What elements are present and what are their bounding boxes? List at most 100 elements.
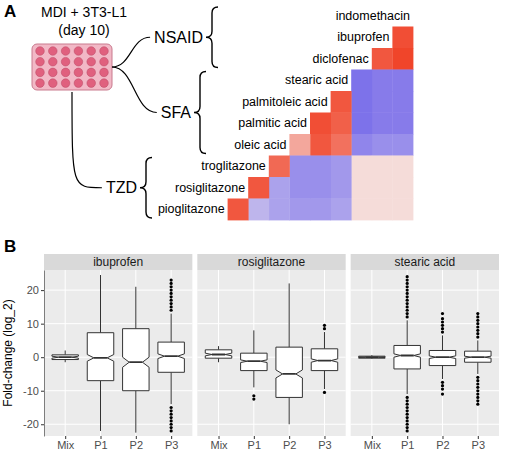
outlier: [170, 299, 173, 302]
heatmap-cell: [351, 199, 372, 221]
heatmap-cell: [331, 113, 352, 135]
heatmap-cell: [310, 113, 331, 135]
outlier: [441, 327, 444, 330]
median: [129, 361, 142, 363]
strip-title: rosiglitazone: [238, 255, 306, 269]
heatmap-cell: [331, 91, 352, 113]
plate-well: [49, 68, 58, 77]
row-label: rosiglitazone: [175, 181, 245, 195]
y-tick-label: 20: [27, 284, 39, 296]
plot-background: [44, 270, 192, 436]
outlier: [476, 315, 479, 318]
row-label: stearic acid: [285, 73, 348, 87]
whisker-high: [442, 335, 443, 350]
y-tick-mark: [41, 424, 44, 425]
boxplot: [429, 312, 455, 396]
outlier: [170, 406, 173, 409]
y-axis-title: Fold-change (log_2): [1, 299, 15, 406]
strip: [197, 254, 345, 270]
outlier: [170, 295, 173, 298]
plate-well: [36, 47, 45, 56]
y-axis-line: [44, 271, 45, 437]
outlier: [170, 282, 173, 285]
plate-label: (day 10): [58, 22, 109, 38]
y-tick: 0: [33, 351, 44, 363]
group-brace: [206, 7, 218, 68]
outlier: [252, 398, 255, 401]
outlier: [406, 315, 409, 318]
x-tick-label: P1: [94, 439, 107, 451]
grid-line-x: [65, 270, 66, 436]
outlier: [170, 409, 173, 412]
panel-label: B: [4, 237, 16, 256]
box: [311, 349, 337, 371]
plate-well: [74, 47, 83, 56]
plate-well: [87, 79, 96, 88]
row-label: diclofenac: [313, 52, 369, 66]
heatmap-cell: [289, 156, 310, 178]
x-tick-label: P1: [401, 439, 414, 451]
heatmap-cell: [372, 70, 393, 92]
median: [318, 360, 331, 362]
outlier: [441, 381, 444, 384]
heatmap-cell: [372, 177, 393, 199]
outlier: [441, 317, 444, 320]
facet: stearic acidMixP1P2P3: [351, 254, 499, 451]
box: [158, 342, 184, 372]
plate-well: [100, 47, 109, 56]
group-label: SFA: [161, 104, 192, 121]
x-tick: P3: [165, 436, 178, 451]
outlier: [406, 299, 409, 302]
median: [247, 360, 260, 362]
boxplot: [52, 350, 78, 362]
row-label: indomethacin: [336, 9, 410, 23]
grid-line-y: [197, 424, 345, 425]
heatmap-cell: [392, 70, 413, 92]
grid-line-y: [44, 323, 192, 324]
outlier: [406, 285, 409, 288]
median: [471, 356, 484, 358]
outlier: [441, 384, 444, 387]
outlier: [406, 302, 409, 305]
whisker-high: [171, 314, 172, 343]
plate-body: [32, 44, 112, 90]
x-tick: P2: [436, 436, 449, 451]
whisker-high: [65, 350, 66, 354]
outlier: [441, 312, 444, 315]
plate-well: [49, 47, 58, 56]
heatmap-cell: [392, 27, 413, 49]
grid-line-y: [351, 424, 499, 425]
whisker-low: [477, 362, 478, 374]
outlier: [441, 392, 444, 395]
outlier: [476, 319, 479, 322]
connector: [112, 37, 150, 67]
boxes: [205, 283, 337, 424]
whisker-high: [477, 340, 478, 351]
grid-line-y: [197, 290, 345, 291]
strip-title: ibuprofen: [93, 255, 143, 269]
outlier: [406, 295, 409, 298]
outlier: [476, 379, 479, 382]
x-tick: Mix: [364, 436, 382, 451]
heatmap-cell: [228, 199, 249, 221]
outlier: [441, 320, 444, 323]
x-tick: P1: [94, 436, 107, 451]
median: [212, 354, 225, 356]
plate-well: [100, 79, 109, 88]
outlier: [476, 329, 479, 332]
outlier: [170, 302, 173, 305]
plate-well: [74, 57, 83, 66]
x-tick-label: Mix: [57, 439, 75, 451]
row-label: palmitoleic acid: [242, 95, 328, 109]
group-brace: [194, 72, 206, 154]
heatmap-cell: [248, 199, 269, 221]
outlier: [441, 330, 444, 333]
outlier: [476, 392, 479, 395]
y-tick: 20: [27, 284, 44, 296]
outlier: [406, 423, 409, 426]
heatmap-cell: [269, 156, 290, 178]
plate-well: [61, 57, 70, 66]
outlier: [476, 382, 479, 385]
boxplot: [205, 346, 231, 362]
heatmap-cell: [269, 177, 290, 199]
